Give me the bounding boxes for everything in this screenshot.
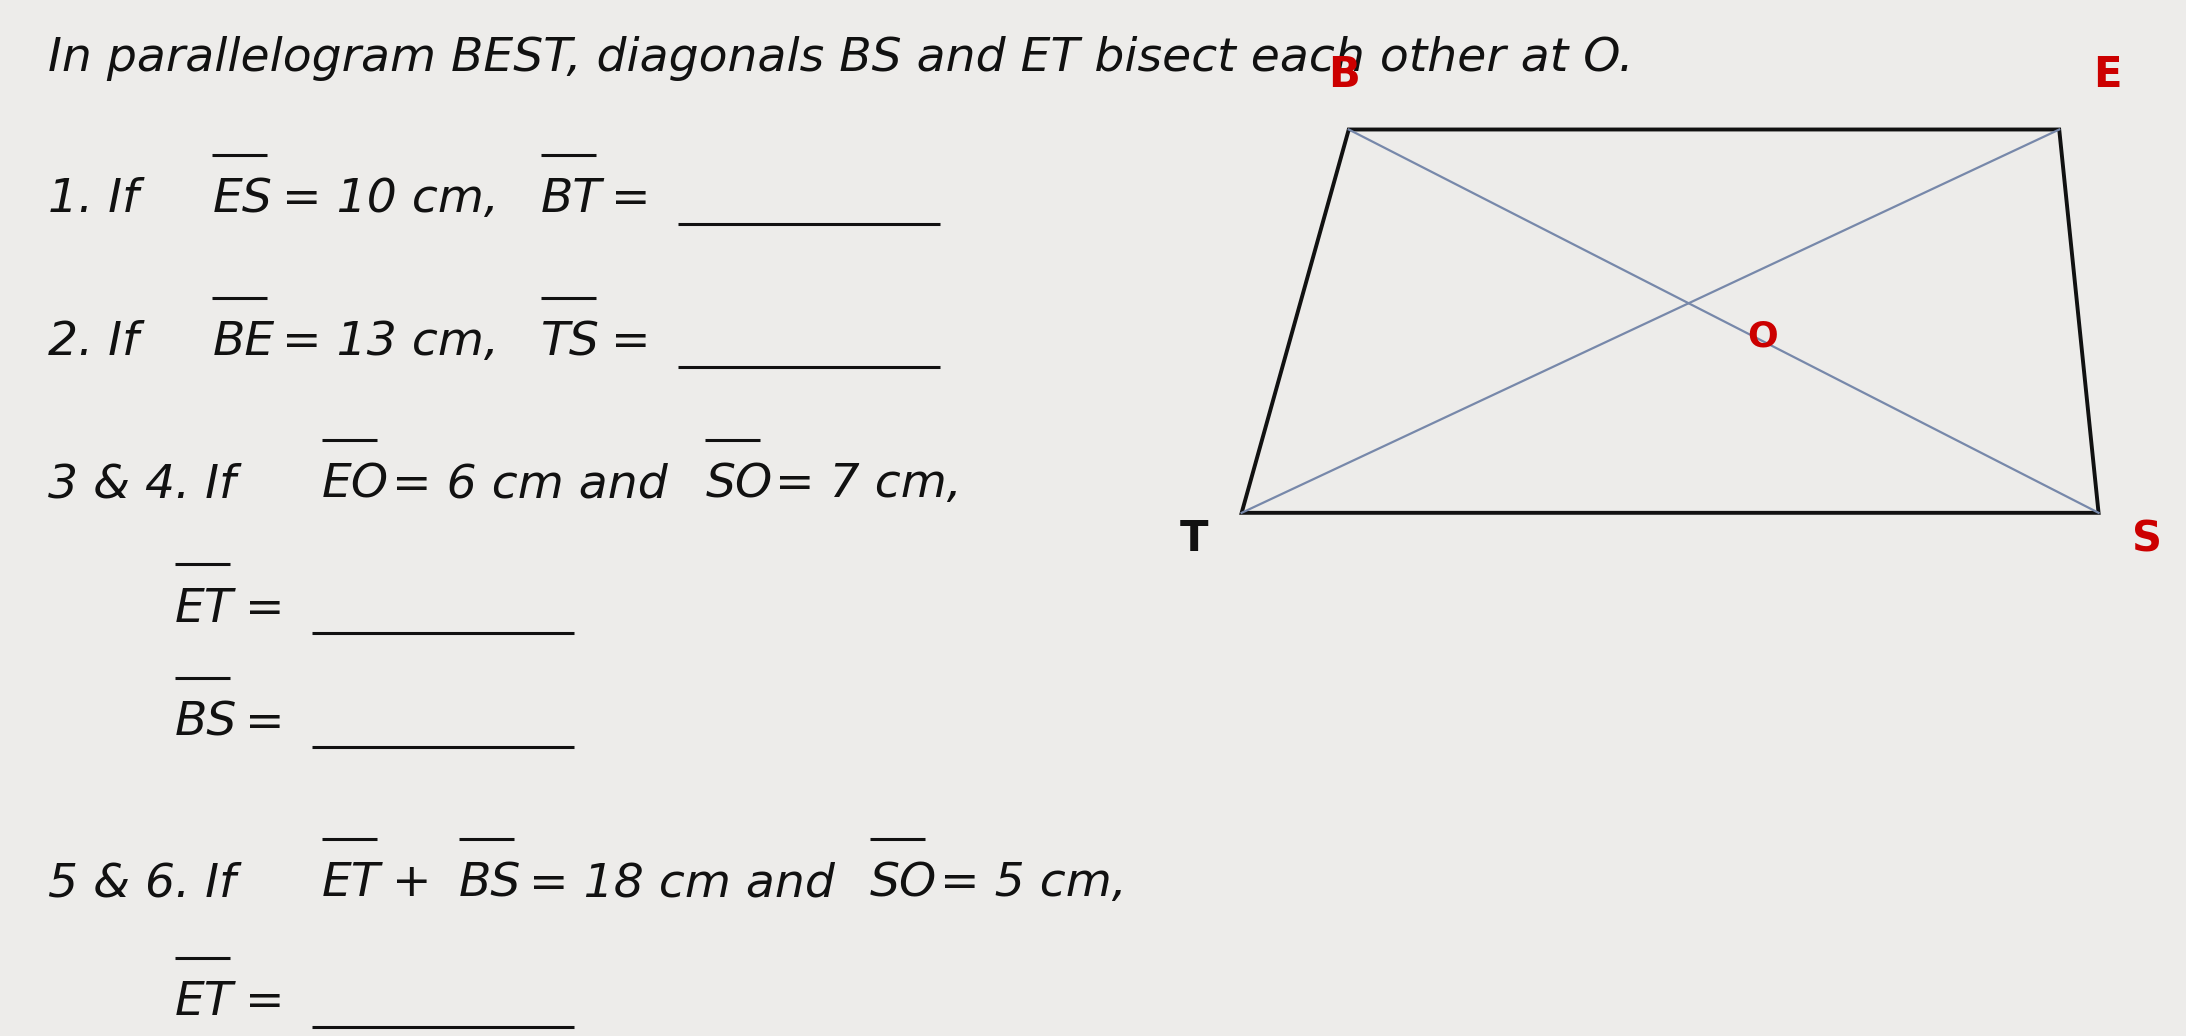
- Text: = 6 cm and: = 6 cm and: [376, 462, 682, 508]
- Text: BS: BS: [175, 700, 238, 746]
- Text: = 5 cm,: = 5 cm,: [925, 861, 1126, 906]
- Text: ET: ET: [175, 586, 234, 632]
- Text: ET: ET: [175, 980, 234, 1026]
- Text: In parallelogram BEST, diagonals BS and ET bisect each other at O.: In parallelogram BEST, diagonals BS and …: [48, 36, 1633, 81]
- Text: =: =: [230, 980, 299, 1026]
- Text: BT: BT: [542, 177, 603, 223]
- Text: 2. If: 2. If: [48, 320, 153, 366]
- Text: S: S: [2131, 518, 2162, 560]
- Text: SO: SO: [706, 462, 772, 508]
- Text: = 13 cm,: = 13 cm,: [267, 320, 514, 366]
- Text: O: O: [1747, 320, 1779, 353]
- Text: = 10 cm,: = 10 cm,: [267, 177, 514, 223]
- Text: EO: EO: [321, 462, 389, 508]
- Text: ET: ET: [321, 861, 380, 906]
- Text: = 7 cm,: = 7 cm,: [761, 462, 962, 508]
- Text: ES: ES: [212, 177, 273, 223]
- Text: B: B: [1329, 54, 1360, 96]
- Text: =: =: [230, 700, 299, 746]
- Text: +: +: [376, 861, 446, 906]
- Text: 1. If: 1. If: [48, 177, 153, 223]
- Text: TS: TS: [542, 320, 599, 366]
- Text: E: E: [2092, 54, 2123, 96]
- Text: = 18 cm and: = 18 cm and: [514, 861, 850, 906]
- Text: SO: SO: [870, 861, 938, 906]
- Text: 5 & 6. If: 5 & 6. If: [48, 861, 251, 906]
- Text: BS: BS: [459, 861, 520, 906]
- Text: =: =: [230, 586, 299, 632]
- Text: 3 & 4. If: 3 & 4. If: [48, 462, 251, 508]
- Text: T: T: [1178, 518, 1209, 560]
- Text: =: =: [597, 177, 665, 223]
- Text: =: =: [597, 320, 665, 366]
- Text: BE: BE: [212, 320, 275, 366]
